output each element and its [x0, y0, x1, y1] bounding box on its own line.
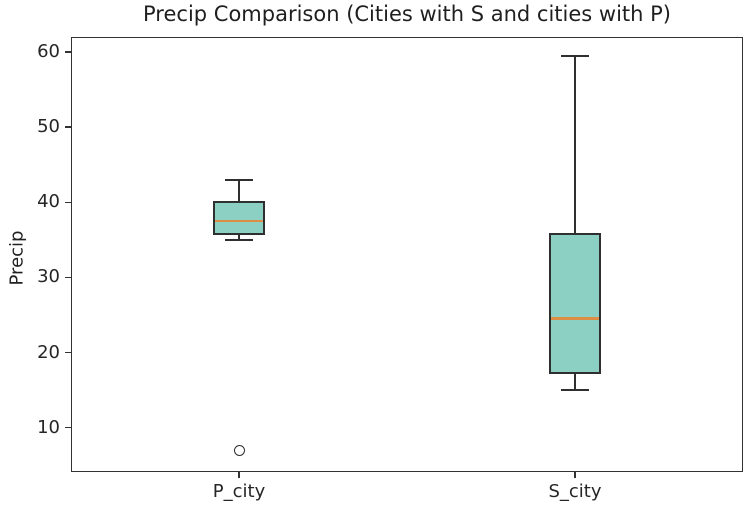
x-tick-mark	[574, 472, 576, 478]
lower-whisker-cap	[225, 238, 253, 241]
y-tick-mark	[65, 126, 71, 128]
y-tick-mark	[65, 351, 71, 354]
outlier-marker	[233, 444, 245, 456]
y-tick-label: 40	[37, 191, 60, 213]
x-tick-label: P_city	[212, 481, 266, 502]
y-tick-label: 10	[37, 416, 60, 438]
y-tick-label: 50	[37, 116, 60, 138]
upper-whisker-line	[238, 179, 240, 203]
y-tick-mark	[65, 201, 71, 204]
upper-whisker-cap	[225, 178, 253, 181]
y-tick-mark	[65, 51, 71, 53]
box-p_city	[213, 201, 265, 236]
y-tick-label: 20	[37, 341, 60, 363]
y-tick-label: 60	[37, 41, 60, 63]
lower-whisker-line	[574, 373, 576, 391]
plot-area	[71, 37, 743, 472]
y-tick-mark	[65, 276, 71, 279]
upper-whisker-line	[574, 55, 576, 235]
y-tick-label: 30	[37, 266, 60, 288]
median-line	[551, 317, 599, 320]
lower-whisker-cap	[561, 389, 589, 392]
lower-whisker-line	[238, 234, 240, 240]
x-tick-mark	[238, 472, 240, 478]
chart-title: Precip Comparison (Cities with S and cit…	[143, 2, 671, 26]
upper-whisker-cap	[561, 54, 589, 57]
box-s_city	[549, 233, 601, 375]
y-tick-mark	[65, 426, 71, 429]
median-line	[215, 219, 263, 223]
x-tick-label: S_city	[548, 481, 602, 502]
